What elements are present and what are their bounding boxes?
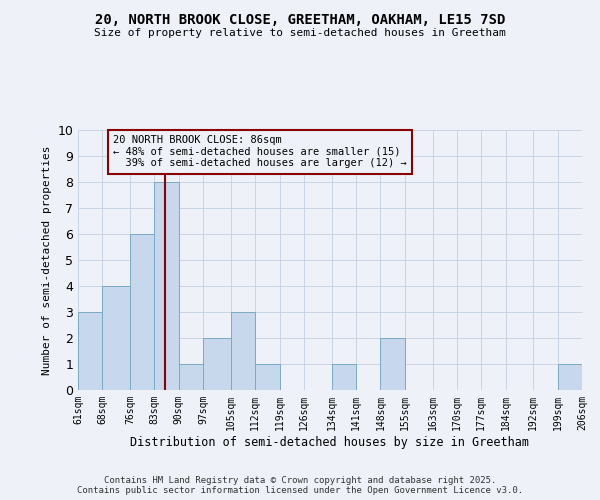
- Text: Contains HM Land Registry data © Crown copyright and database right 2025.
Contai: Contains HM Land Registry data © Crown c…: [77, 476, 523, 495]
- Text: Size of property relative to semi-detached houses in Greetham: Size of property relative to semi-detach…: [94, 28, 506, 38]
- Bar: [332, 364, 356, 390]
- Bar: [557, 364, 582, 390]
- Bar: [255, 364, 280, 390]
- Bar: [78, 312, 103, 390]
- Bar: [203, 338, 231, 390]
- Bar: [231, 312, 255, 390]
- Y-axis label: Number of semi-detached properties: Number of semi-detached properties: [42, 145, 52, 375]
- Bar: [130, 234, 154, 390]
- Bar: [103, 286, 130, 390]
- Bar: [154, 182, 179, 390]
- Text: 20 NORTH BROOK CLOSE: 86sqm
← 48% of semi-detached houses are smaller (15)
  39%: 20 NORTH BROOK CLOSE: 86sqm ← 48% of sem…: [113, 135, 407, 168]
- Bar: [380, 338, 405, 390]
- Bar: [179, 364, 203, 390]
- Text: 20, NORTH BROOK CLOSE, GREETHAM, OAKHAM, LE15 7SD: 20, NORTH BROOK CLOSE, GREETHAM, OAKHAM,…: [95, 12, 505, 26]
- X-axis label: Distribution of semi-detached houses by size in Greetham: Distribution of semi-detached houses by …: [131, 436, 530, 448]
